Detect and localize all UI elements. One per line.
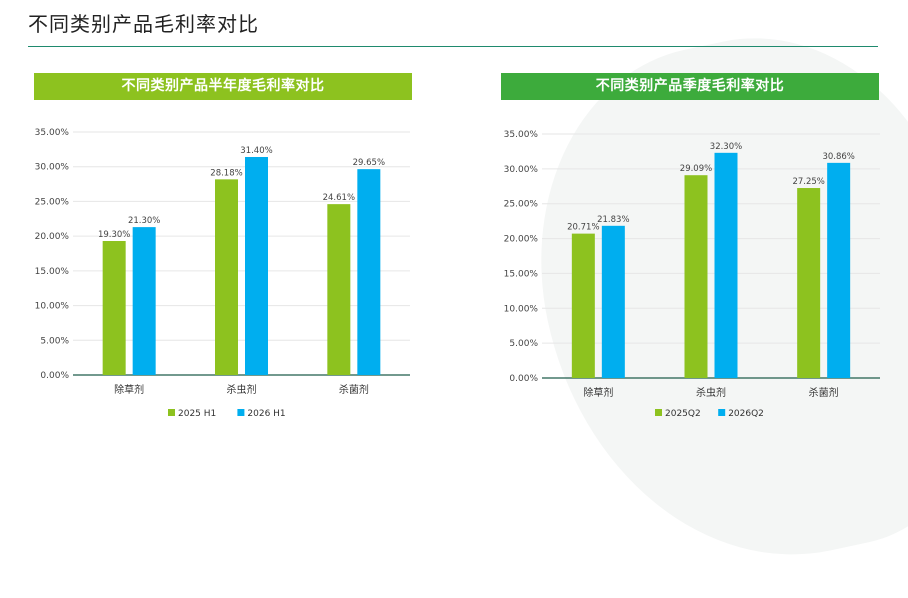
y-tick-label: 35.00% [35,128,70,138]
y-tick-label: 35.00% [504,130,539,140]
y-tick-label: 15.00% [504,269,539,279]
half-year-chart-panel: 不同类别产品半年度毛利率对比 0.00% 5.00% 10.00% 15.00% 20.… [0,0,454,436]
bar [684,175,708,378]
half-year-bar-chart: 0.00% 5.00% 10.00% 15.00% 20.00% 25.00% 30.00%… [35,128,410,419]
bar [827,162,851,378]
y-tick-label: 20.00% [504,235,539,245]
legend-swatch [168,409,175,416]
legend-swatch [718,409,726,416]
y-tick-label: 5.00% [40,336,69,346]
y-tick-label: 10.00% [504,304,539,314]
bar [714,152,738,378]
y-tick-label: 30.00% [504,165,539,175]
y-tick-label: 5.00% [509,339,538,349]
y-tick-label: 20.00% [35,232,70,242]
y-tick-label: 0.00% [40,371,69,381]
legend-swatch [655,409,662,416]
data-label: 29.09% [680,164,712,174]
data-label: 21.83% [597,215,629,225]
y-tick-label: 15.00% [35,267,70,277]
data-label: 21.30% [128,216,160,226]
title-divider [28,46,878,47]
category-label: 杀菌剂 [809,386,839,399]
y-tick-label: 0.00% [509,374,538,384]
y-tick-label: 30.00% [35,163,70,173]
bar [357,169,381,375]
category-label: 杀虫剂 [227,383,257,396]
bar [571,233,595,378]
legend-label: 2026Q2 [728,409,764,419]
bar [102,241,126,375]
y-tick-label: 10.00% [35,302,70,312]
page-title: 不同类别产品毛利率对比 [28,12,259,36]
data-label: 24.61% [323,193,355,203]
legend-label: 2025Q2 [665,409,701,419]
legend-label: 2026 H1 [247,409,285,419]
data-label: 31.40% [240,146,272,156]
data-label: 27.25% [792,177,824,187]
data-label: 30.86% [822,152,854,162]
category-label: 杀菌剂 [339,383,369,396]
legend-swatch [237,409,245,416]
category-label: 除草剂 [583,386,613,399]
bar [245,156,268,375]
category-label: 除草剂 [114,383,144,396]
quarterly-chart-panel: 不同类别产品季度毛利率对比 0.00% 5.00% 10.00% 15.00% 20.0… [501,73,880,419]
bar [601,225,625,378]
data-label: 29.65% [353,158,385,168]
category-label: 杀虫剂 [696,386,726,399]
bar [215,179,238,375]
data-label: 20.71% [567,223,599,233]
y-tick-label: 25.00% [35,197,70,207]
bar [132,227,156,375]
quarterly-chart-title: 不同类别产品季度毛利率对比 [501,73,879,100]
bar [327,204,351,375]
legend-label: 2025 H1 [178,409,216,419]
bar [797,188,821,378]
y-tick-label: 25.00% [504,200,539,210]
quarterly-bar-chart: 0.00% 5.00% 10.00% 15.00% 20.00% 25.00% 30.00%… [504,130,880,419]
data-label: 28.18% [210,168,242,178]
data-label: 32.30% [710,142,742,152]
data-label: 19.30% [98,230,130,240]
half-year-chart-title: 不同类别产品半年度毛利率对比 [34,73,412,100]
